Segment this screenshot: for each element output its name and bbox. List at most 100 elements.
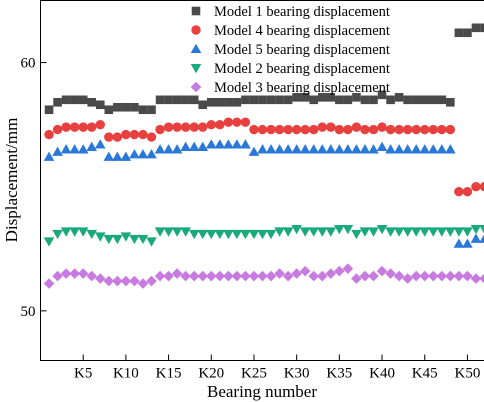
model-2-bearing-displacement-point	[325, 227, 337, 237]
model-5-bearing-displacement-point	[214, 139, 226, 149]
model-3-bearing-displacement-point	[265, 270, 277, 282]
model-5-bearing-displacement-point	[188, 141, 200, 151]
model-1-bearing-displacement-point	[275, 95, 284, 105]
model-2-bearing-displacement-point	[197, 229, 209, 240]
model-3-bearing-displacement-point	[163, 270, 174, 282]
model-3-bearing-displacement-point	[188, 270, 200, 282]
model-2-bearing-displacement-point	[470, 224, 482, 235]
model-4-bearing-displacement-point	[240, 117, 251, 127]
model-4-bearing-displacement-point	[78, 122, 88, 132]
model-5-bearing-displacement-point	[274, 144, 285, 154]
model-5-bearing-displacement-point	[368, 144, 379, 154]
model-3-bearing-displacement-point	[393, 270, 405, 282]
model-2-bearing-displacement-point	[351, 229, 362, 240]
model-2-bearing-displacement-point	[137, 234, 149, 245]
model-2-bearing-displacement-point	[453, 227, 465, 237]
model-5-bearing-displacement-point	[351, 144, 362, 154]
model-3-bearing-displacement-point	[334, 265, 345, 277]
model-4-bearing-displacement-point	[462, 186, 473, 197]
model-4-bearing-displacement-point	[189, 122, 199, 132]
model-3-bearing-displacement-point	[240, 270, 251, 282]
model-5-bearing-displacement-point	[60, 144, 72, 154]
model-3-bearing-displacement-point	[351, 273, 362, 284]
model-4-bearing-displacement-point	[87, 122, 97, 132]
model-5-bearing-displacement-point	[171, 144, 183, 154]
model-1-bearing-displacement-point	[343, 95, 353, 105]
model-1-bearing-displacement-point	[130, 102, 139, 112]
model-5-bearing-displacement-point	[120, 151, 132, 161]
model-2-bearing-displacement-point	[103, 234, 115, 245]
model-5-bearing-displacement-point	[410, 144, 422, 154]
model-1-bearing-displacement-point	[121, 102, 131, 112]
model-2-bearing-displacement-point	[342, 224, 354, 235]
model-1-bearing-displacement-point	[403, 95, 412, 105]
model-3-bearing-displacement-point	[299, 265, 311, 277]
model-4-bearing-displacement-point	[428, 124, 438, 135]
model-2-bearing-displacement-point	[69, 227, 80, 237]
model-1-bearing-displacement-point	[446, 97, 455, 107]
model-2-bearing-displacement-point	[231, 229, 243, 240]
model-5-bearing-displacement-point	[334, 144, 345, 154]
model-3-bearing-displacement-point	[248, 270, 260, 282]
model-2-bearing-displacement-point	[479, 224, 484, 234]
model-2-bearing-displacement-point	[445, 227, 456, 237]
model-1-bearing-displacement-point	[420, 95, 430, 105]
model-5-bearing-displacement-point	[419, 144, 431, 154]
model-3-bearing-displacement-point	[197, 270, 209, 282]
model-1-bearing-displacement-point	[206, 97, 216, 107]
model-4-bearing-displacement-point	[471, 182, 481, 192]
x-tick-label: K10	[113, 366, 139, 382]
model-5-bearing-displacement-point	[52, 146, 63, 156]
model-5-bearing-displacement-point	[445, 144, 456, 154]
model-3-bearing-displacement-point	[479, 273, 484, 284]
model-3-bearing-displacement-point	[316, 270, 328, 282]
model-3-bearing-displacement-point	[325, 268, 337, 279]
legend-item: Model 2 bearing displacement	[190, 61, 390, 77]
legend-label: Model 3 bearing displacement	[214, 80, 390, 96]
model-2-bearing-displacement-point	[282, 227, 294, 237]
model-2-bearing-displacement-point	[308, 227, 320, 237]
model-4-bearing-displacement-point	[334, 124, 345, 135]
model-3-bearing-displacement-point	[69, 268, 80, 279]
model-4-bearing-displacement-point	[104, 132, 114, 142]
legend-item: Model 4 bearing displacement	[191, 23, 390, 39]
model-2-bearing-displacement-point	[154, 227, 166, 237]
model-1-bearing-displacement-point	[463, 28, 472, 38]
model-2-bearing-displacement-point	[129, 234, 140, 245]
model-5-bearing-displacement-point	[137, 149, 149, 159]
model-4-bearing-displacement-point	[52, 124, 63, 135]
model-2-bearing-displacement-point	[419, 227, 431, 237]
model-4-bearing-displacement-point	[95, 119, 105, 130]
model-4-bearing-displacement-point	[394, 124, 404, 135]
model-3-bearing-displacement-point	[274, 268, 285, 279]
model-5-bearing-displacement-point	[129, 149, 140, 159]
model-1-bearing-displacement-point	[283, 95, 293, 105]
model-3-bearing-displacement-point	[410, 270, 422, 282]
model-2-bearing-displacement-point	[60, 227, 72, 237]
legend-item: Model 3 bearing displacement	[190, 80, 390, 96]
model-3-bearing-displacement-point	[427, 270, 439, 282]
model-4-bearing-displacement-point	[112, 132, 123, 142]
x-tick-label: K35	[326, 366, 352, 382]
model-3-bearing-displacement-point	[103, 275, 115, 287]
model-3-bearing-displacement-point	[60, 268, 72, 279]
model-1-bearing-displacement-point	[471, 23, 481, 33]
model-5-bearing-displacement-point	[248, 146, 260, 156]
model-1-bearing-displacement-point	[292, 93, 301, 102]
model-4-bearing-displacement-point	[454, 186, 464, 197]
model-2-bearing-displacement-point	[146, 237, 157, 247]
model-5-bearing-displacement-point	[163, 144, 174, 154]
model-5-bearing-displacement-point	[427, 144, 439, 154]
model-5-bearing-displacement-point	[112, 151, 123, 161]
model-4-bearing-displacement-point	[479, 182, 484, 192]
model-2-bearing-displacement-point	[94, 232, 106, 242]
model-1-bearing-displacement-point	[428, 95, 438, 105]
model-4-bearing-displacement-point	[129, 129, 140, 140]
model-3-bearing-displacement-point	[359, 270, 371, 282]
model-2-bearing-displacement-point	[77, 227, 89, 237]
model-4-bearing-displacement-point	[368, 124, 379, 135]
model-1-bearing-displacement-point	[189, 95, 199, 105]
legend-label: Model 4 bearing displacement	[214, 23, 390, 39]
legend: Model 1 bearing displacement Model 4 bear…	[190, 4, 390, 96]
